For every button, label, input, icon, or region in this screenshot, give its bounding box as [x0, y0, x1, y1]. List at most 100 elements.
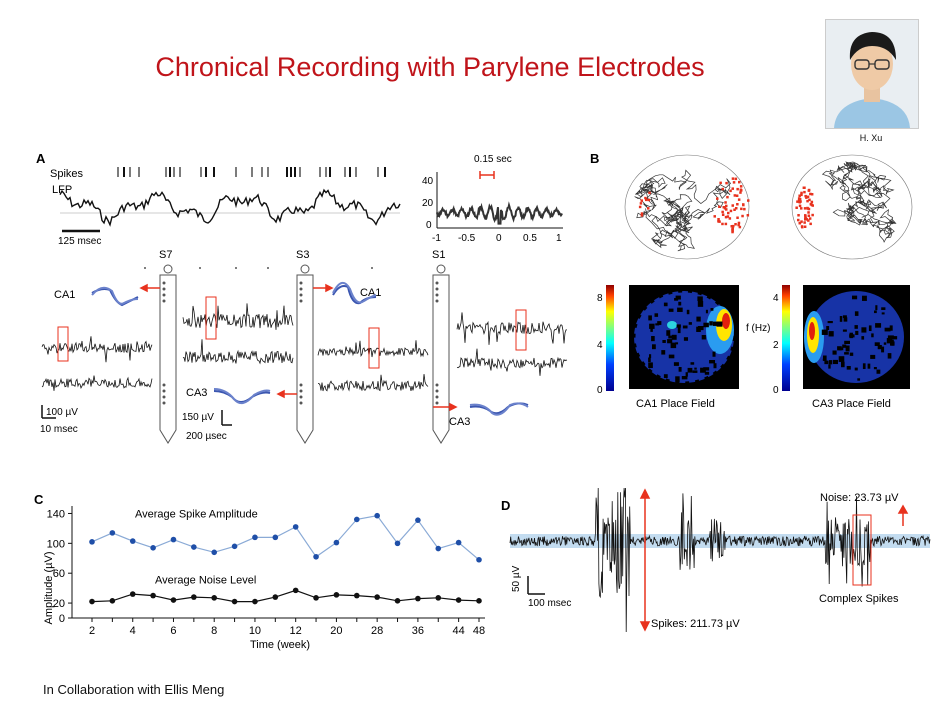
y-tick-label: 20	[53, 598, 65, 610]
data-point	[394, 540, 401, 547]
data-point	[129, 591, 136, 597]
region-label-ca3-mid: CA3	[186, 387, 207, 399]
shank-s7: S7	[159, 249, 177, 444]
x-tick-label: 48	[473, 625, 485, 637]
cbar-tick: 0	[597, 385, 603, 396]
data-point	[191, 594, 197, 600]
x-tick-label: 4	[130, 625, 136, 637]
shank-s3: S3	[296, 249, 314, 444]
lfp-label: LFP	[52, 184, 72, 196]
data-point	[455, 597, 462, 603]
data-point	[170, 536, 177, 543]
noise-arrow	[897, 504, 909, 526]
cbar-tick: 0	[773, 385, 779, 396]
heatmap-ca3-caption: CA3 Place Field	[812, 398, 891, 410]
data-point	[252, 598, 258, 605]
shank-label: S3	[296, 249, 309, 261]
lfp-scale-label: 125 msec	[58, 236, 101, 247]
data-point	[129, 538, 136, 544]
shank-label: S7	[159, 249, 172, 261]
lfp-trace	[59, 188, 401, 227]
ac-xtick: -0.5	[458, 233, 476, 244]
panel-d-label: D	[501, 498, 510, 513]
ac-xtick: -1	[432, 233, 441, 244]
panel-a-label: A	[36, 151, 46, 166]
portrait-caption: H. Xu	[859, 133, 883, 143]
data-point	[272, 534, 279, 541]
y-tick-label: 100	[47, 538, 65, 550]
data-point	[231, 543, 238, 550]
cbar-tick: 4	[773, 293, 779, 304]
region-label-ca3-right: CA3	[449, 416, 470, 428]
shank-s1: S1	[432, 249, 450, 444]
scale-label: 150 µV	[182, 412, 214, 423]
data-point	[313, 553, 319, 560]
data-point	[476, 598, 482, 604]
data-point	[435, 545, 442, 552]
data-point	[353, 592, 360, 599]
series-label-noise: Average Noise Level	[155, 575, 256, 587]
data-point	[89, 598, 95, 605]
x-tick-label: 36	[412, 625, 424, 637]
panel-b: B 8 4 0 CA1 Place Field 4	[590, 151, 913, 410]
data-point	[89, 539, 95, 545]
heatmap-ca1-caption: CA1 Place Field	[636, 398, 715, 410]
cbar-tick: 4	[597, 340, 603, 351]
scale-label: 10 msec	[40, 424, 78, 435]
data-point	[231, 598, 238, 605]
portrait-photo	[825, 19, 919, 129]
spikes-label: Spikes: 211.73 µV	[651, 618, 740, 630]
spike-amplitude-arrow	[639, 488, 651, 632]
complex-spikes-label: Complex Spikes	[819, 593, 899, 605]
panel-c-label: C	[34, 492, 44, 507]
panel-d: D Noise: 23.73 µV Spikes: 211.73 µV Comp…	[501, 487, 931, 633]
x-tick-label: 12	[290, 625, 302, 637]
data-point	[170, 597, 177, 603]
data-point	[353, 516, 360, 523]
data-point	[211, 595, 218, 601]
data-point	[150, 592, 156, 599]
y-tick-label: 0	[59, 613, 65, 625]
series-label-spike: Average Spike Amplitude	[135, 508, 258, 520]
data-point	[292, 524, 299, 530]
scale-bar-mid: 150 µV 200 µsec	[182, 410, 232, 442]
cbar-tick: 2	[773, 340, 779, 351]
data-point	[333, 592, 340, 598]
data-point	[109, 598, 116, 604]
scale-bar-left: 100 µV 10 msec	[40, 405, 78, 435]
data-point	[109, 530, 116, 536]
data-point	[394, 598, 401, 604]
data-point	[455, 539, 462, 546]
panel-b-label: B	[590, 151, 599, 166]
data-point	[333, 539, 340, 546]
x-tick-label: 10	[249, 625, 261, 637]
recording-trace	[509, 487, 931, 633]
cbar-unit: f (Hz)	[746, 323, 770, 334]
trajectory-ca1	[624, 154, 750, 260]
x-tick-label: 8	[211, 625, 217, 637]
raw-traces	[41, 303, 568, 392]
x-axis-label: Time (week)	[250, 639, 310, 651]
spikes-label: Spikes	[50, 168, 84, 180]
series-line-0	[91, 515, 480, 561]
slide-title: Chronical Recording with Parylene Electr…	[155, 52, 705, 82]
y-tick-label: 140	[47, 508, 65, 520]
data-point	[211, 549, 218, 556]
panel-a: A Spikes LFP 125 msec 40 20 0 -1 -0.5 0 …	[36, 151, 568, 444]
x-tick-label: 2	[89, 625, 95, 637]
ac-ytick: 20	[422, 198, 434, 209]
data-point	[150, 545, 156, 551]
ac-xtick: 0.5	[523, 233, 537, 244]
trajectory-ca3	[791, 154, 913, 260]
ac-xtick: 1	[556, 233, 562, 244]
x-tick-label: 28	[371, 625, 383, 637]
panel-c-chart: C Amplitude (µV) Time (week) 0 20 60 100 140…	[34, 492, 485, 651]
noise-label: Noise: 23.73 µV	[820, 492, 899, 504]
waveforms	[91, 282, 529, 416]
ac-ytick: 40	[422, 176, 434, 187]
shank-label: S1	[432, 249, 445, 261]
scale-label: 200 µsec	[186, 431, 227, 442]
d-scale-y: 50 µV	[511, 565, 522, 592]
scale-label: 100 µV	[46, 407, 78, 418]
heatmap-ca1: 8 4 0	[597, 285, 739, 396]
